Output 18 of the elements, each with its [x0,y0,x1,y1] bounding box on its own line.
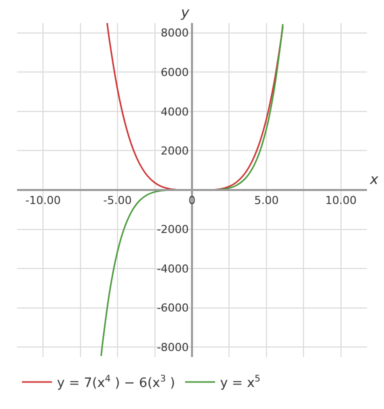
x-tick-label: 5.00 [254,194,279,208]
x-axis-title: x [369,172,379,188]
y-tick-label: 8000 [160,26,189,40]
y-tick-label: 4000 [160,105,189,118]
y-tick-label: -6000 [156,302,189,315]
x-tick-label: 0 [188,194,196,208]
legend-label: y = 7(x$^{4}$ ) − 6(x$^{3}$ ) [57,374,176,392]
x-tick-label: 10.00 [325,194,357,208]
y-tick-label: -4000 [156,262,189,276]
y-tick-label: -8000 [156,341,189,354]
legend-label: y = x$^{5}$ [220,374,260,392]
y-tick-label: -2000 [156,223,189,236]
x-tick-label: -5.00 [103,194,132,208]
y-tick-label: 2000 [160,144,189,158]
line-series [106,23,284,191]
x-tick-label: -10.00 [25,194,61,208]
y-tick-label: 6000 [160,66,189,79]
y-axis-title: y [180,5,190,21]
